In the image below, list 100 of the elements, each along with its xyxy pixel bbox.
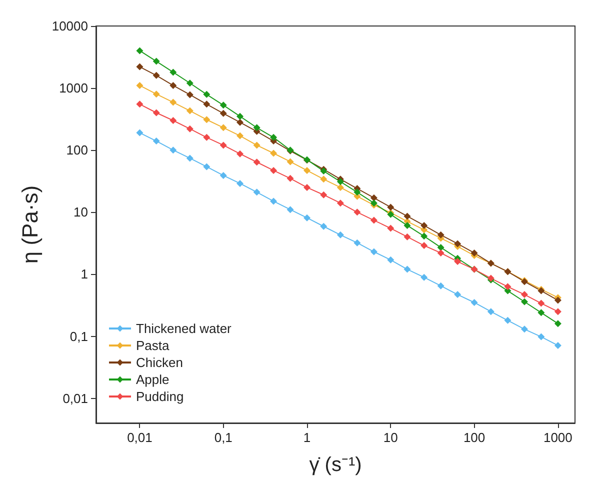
- point: [354, 239, 361, 246]
- point: [336, 231, 344, 238]
- y-tick-label: 1: [80, 266, 88, 282]
- point: [504, 316, 512, 324]
- point: [203, 163, 210, 170]
- legend-label: Pasta: [136, 338, 170, 353]
- x-axis-title: γ̇ (s⁻¹): [309, 454, 362, 476]
- point: [170, 146, 177, 154]
- point: [454, 240, 462, 248]
- x-tick-label: 0,01: [127, 430, 152, 445]
- point: [186, 107, 194, 114]
- point: [286, 206, 294, 214]
- point: [336, 178, 344, 186]
- point: [387, 256, 394, 264]
- point: [437, 249, 444, 256]
- point: [253, 124, 260, 132]
- point: [304, 214, 311, 222]
- point: [170, 98, 177, 106]
- point: [286, 174, 294, 182]
- point: [170, 116, 177, 124]
- point: [470, 249, 478, 256]
- point: [404, 222, 411, 229]
- point: [520, 298, 528, 306]
- point: [203, 90, 210, 98]
- point: [203, 134, 210, 141]
- point: [136, 47, 144, 54]
- point: [170, 68, 177, 76]
- point: [554, 342, 562, 349]
- legend-label: Pudding: [136, 389, 184, 404]
- point: [236, 118, 244, 126]
- point: [220, 124, 227, 132]
- point: [136, 63, 144, 70]
- point: [152, 109, 160, 116]
- point: [538, 309, 545, 316]
- point: [270, 166, 278, 174]
- point: [420, 232, 428, 240]
- x-tick-label: 100: [463, 430, 486, 445]
- point: [220, 110, 227, 117]
- point: [320, 191, 328, 198]
- point: [170, 82, 177, 89]
- point: [136, 82, 144, 89]
- point: [370, 194, 378, 202]
- point: [236, 112, 244, 120]
- point: [504, 283, 512, 290]
- y-tick-label: 10000: [52, 18, 88, 34]
- x-tick-label: 1000: [543, 430, 572, 445]
- point: [220, 172, 227, 179]
- point: [203, 100, 210, 108]
- point: [186, 154, 194, 162]
- point: [520, 291, 528, 298]
- point: [236, 180, 244, 187]
- point: [387, 224, 394, 232]
- y-tick-label: 1000: [59, 80, 88, 96]
- point: [304, 184, 311, 191]
- point: [236, 150, 244, 158]
- point: [320, 222, 328, 230]
- y-axis-title: η (Pa·s): [17, 185, 42, 264]
- x-tick-label: 1: [303, 430, 311, 445]
- point: [420, 274, 428, 281]
- point: [186, 91, 194, 98]
- point: [136, 129, 144, 136]
- point: [470, 298, 478, 306]
- point: [554, 308, 562, 316]
- y-tick-label: 10: [74, 204, 88, 220]
- point: [336, 184, 344, 191]
- point: [387, 204, 394, 211]
- point: [253, 158, 260, 166]
- point: [152, 72, 160, 79]
- legend-label: Apple: [136, 372, 170, 387]
- point: [286, 158, 294, 166]
- point: [404, 212, 411, 220]
- point: [554, 296, 562, 304]
- point: [437, 244, 444, 251]
- point: [454, 291, 462, 298]
- point: [538, 300, 545, 307]
- point: [520, 326, 528, 333]
- point: [420, 242, 428, 250]
- point: [186, 80, 194, 87]
- point: [270, 150, 278, 157]
- x-tick-label: 0,1: [214, 430, 232, 445]
- legend-label: Thickened water: [136, 321, 232, 336]
- point: [136, 100, 144, 108]
- point: [304, 166, 311, 174]
- point: [370, 248, 378, 256]
- point: [354, 208, 361, 216]
- point: [437, 282, 444, 290]
- point: [253, 188, 260, 196]
- y-tick-label: 0,01: [62, 390, 88, 406]
- point: [152, 90, 160, 98]
- point: [487, 308, 494, 316]
- point: [538, 333, 545, 340]
- point: [186, 125, 194, 132]
- point: [336, 200, 344, 207]
- legend-label: Chicken: [136, 355, 183, 370]
- point: [236, 132, 244, 140]
- point: [270, 198, 278, 205]
- point: [220, 142, 227, 149]
- point: [554, 320, 562, 328]
- point: [404, 233, 411, 240]
- point: [404, 266, 411, 273]
